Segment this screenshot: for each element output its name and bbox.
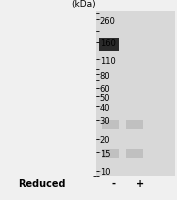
Text: -: - [111, 178, 115, 188]
Bar [126, 121, 143, 129]
Text: (kDa): (kDa) [71, 0, 96, 9]
Text: Reduced: Reduced [18, 178, 65, 188]
Text: +: + [136, 178, 144, 188]
Bar [102, 121, 119, 129]
Bar [126, 150, 143, 158]
Bar [102, 150, 119, 158]
Bar [99, 39, 119, 52]
